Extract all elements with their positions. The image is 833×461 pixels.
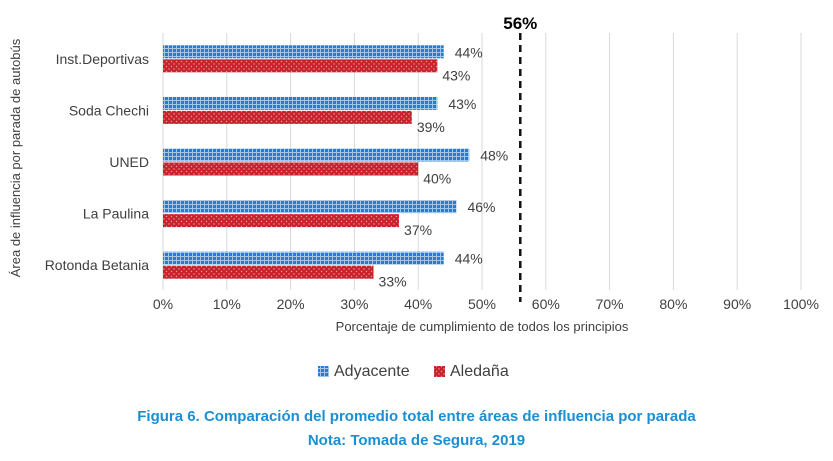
- x-tick-label: 90%: [723, 296, 751, 312]
- data-labels: 44%43%43%39%48%40%46%37%44%33%: [379, 44, 509, 289]
- bar-adyacente: [163, 200, 457, 214]
- data-label: 33%: [379, 274, 407, 290]
- x-tick-labels: 0% 10% 20% 30% 40% 50% 60% 70% 80% 90% 100%: [153, 296, 819, 312]
- x-tick-label: 50%: [468, 296, 496, 312]
- bar-adyacente: [163, 148, 470, 162]
- data-label: 43%: [442, 67, 470, 83]
- x-tick-label: 60%: [532, 296, 560, 312]
- x-tick-label: 0%: [153, 296, 173, 312]
- bar-aledana: [163, 110, 412, 124]
- legend-label: Aledaña: [450, 363, 509, 380]
- category-label: Rotonda Betania: [45, 257, 150, 273]
- category-labels: Inst.Deportivas Soda Chechi UNED La Paulina…: [45, 51, 150, 273]
- data-label: 48%: [480, 148, 508, 164]
- legend-swatch: [318, 366, 329, 377]
- x-tick-label: 40%: [404, 296, 432, 312]
- data-label: 44%: [455, 44, 483, 60]
- bar-adyacente: [163, 45, 444, 59]
- bar-adyacente: [163, 96, 438, 110]
- bar-aledana: [163, 265, 374, 279]
- reference-line-group: 56%: [503, 14, 537, 302]
- x-tick-label: 30%: [340, 296, 368, 312]
- category-label: La Paulina: [83, 206, 149, 222]
- reference-line-label: 56%: [503, 14, 537, 33]
- data-label: 46%: [467, 199, 495, 215]
- x-axis-title: Porcentaje de cumplimiento de todos los …: [336, 319, 629, 334]
- legend-label: Adyacente: [334, 363, 410, 380]
- x-tick-label: 70%: [596, 296, 624, 312]
- bar-aledana: [163, 59, 438, 73]
- bars: [163, 45, 470, 279]
- category-label: UNED: [109, 154, 149, 170]
- data-label: 37%: [404, 222, 432, 238]
- y-axis-title: Área de influencia por parada de autobús: [8, 38, 23, 277]
- legend-swatch: [434, 366, 445, 377]
- data-label: 39%: [417, 119, 445, 135]
- figure-caption: Figura 6. Comparación del promedio total…: [137, 408, 696, 425]
- data-label: 43%: [448, 96, 476, 112]
- bar-aledana: [163, 162, 419, 176]
- category-label: Soda Chechi: [69, 102, 149, 118]
- x-tick-label: 20%: [277, 296, 305, 312]
- x-tick-label: 100%: [783, 296, 819, 312]
- legend: Adyacente Aledaña: [318, 363, 509, 380]
- figure-source-note: Nota: Tomada de Segura, 2019: [307, 432, 526, 449]
- x-tick-label: 80%: [659, 296, 687, 312]
- data-label: 44%: [455, 251, 483, 267]
- x-tick-label: 10%: [213, 296, 241, 312]
- category-label: Inst.Deportivas: [56, 51, 149, 67]
- data-label: 40%: [423, 171, 451, 187]
- bar-adyacente: [163, 251, 444, 265]
- bar-aledana: [163, 214, 400, 228]
